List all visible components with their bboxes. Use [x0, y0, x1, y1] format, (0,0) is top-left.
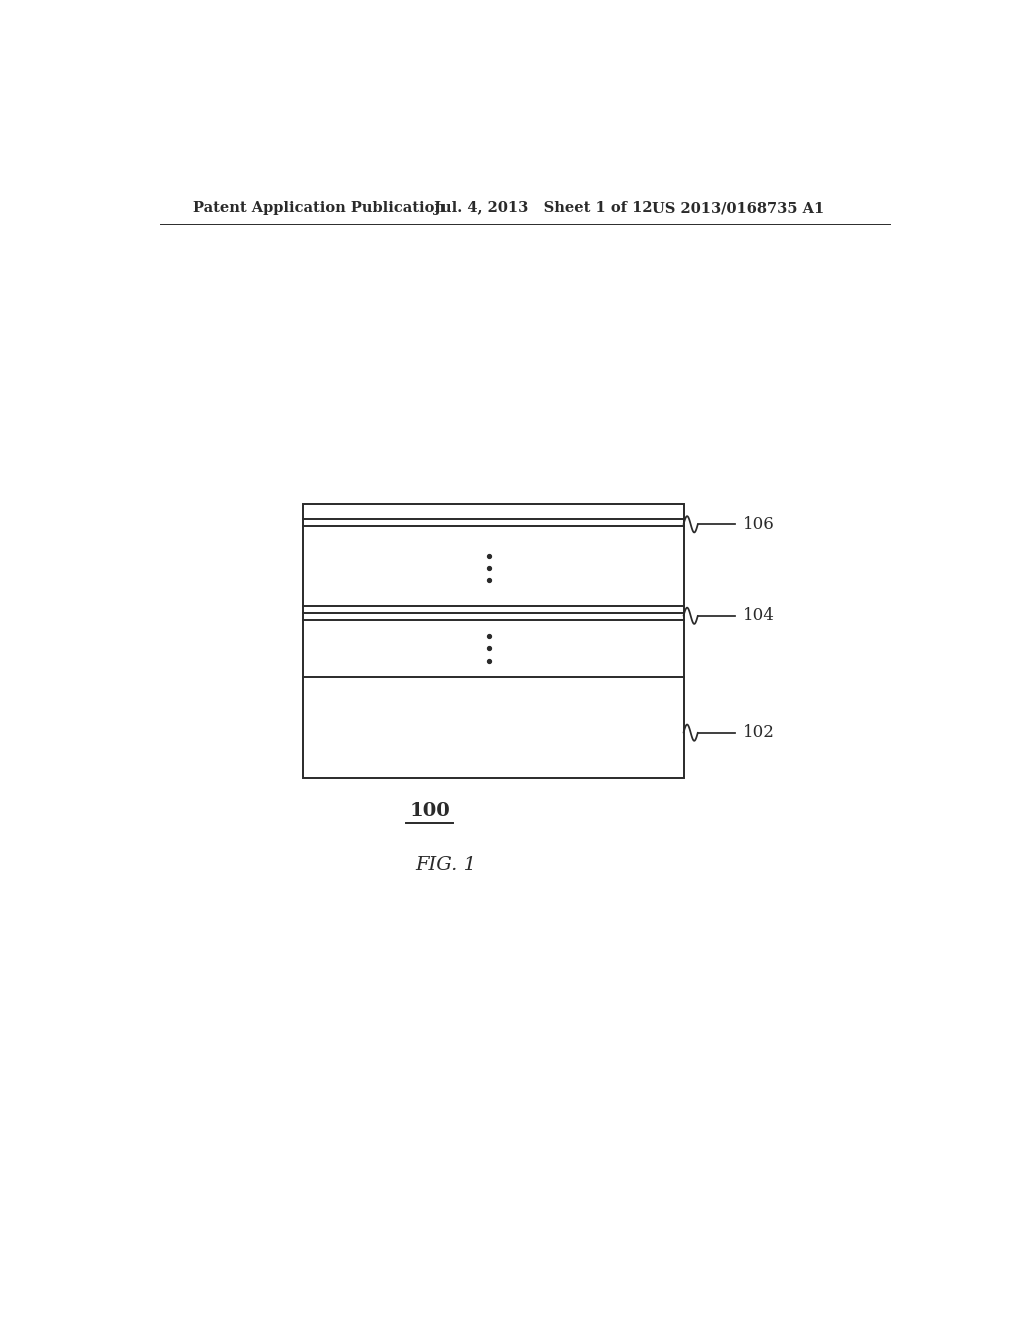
Text: Patent Application Publication: Patent Application Publication	[194, 201, 445, 215]
Text: 100: 100	[410, 803, 450, 820]
Text: US 2013/0168735 A1: US 2013/0168735 A1	[652, 201, 824, 215]
Text: Jul. 4, 2013   Sheet 1 of 12: Jul. 4, 2013 Sheet 1 of 12	[433, 201, 652, 215]
Text: 104: 104	[743, 607, 775, 624]
Text: 102: 102	[743, 725, 775, 741]
Text: FIG. 1: FIG. 1	[415, 855, 476, 874]
Bar	[303, 504, 684, 779]
Text: 106: 106	[743, 516, 775, 533]
